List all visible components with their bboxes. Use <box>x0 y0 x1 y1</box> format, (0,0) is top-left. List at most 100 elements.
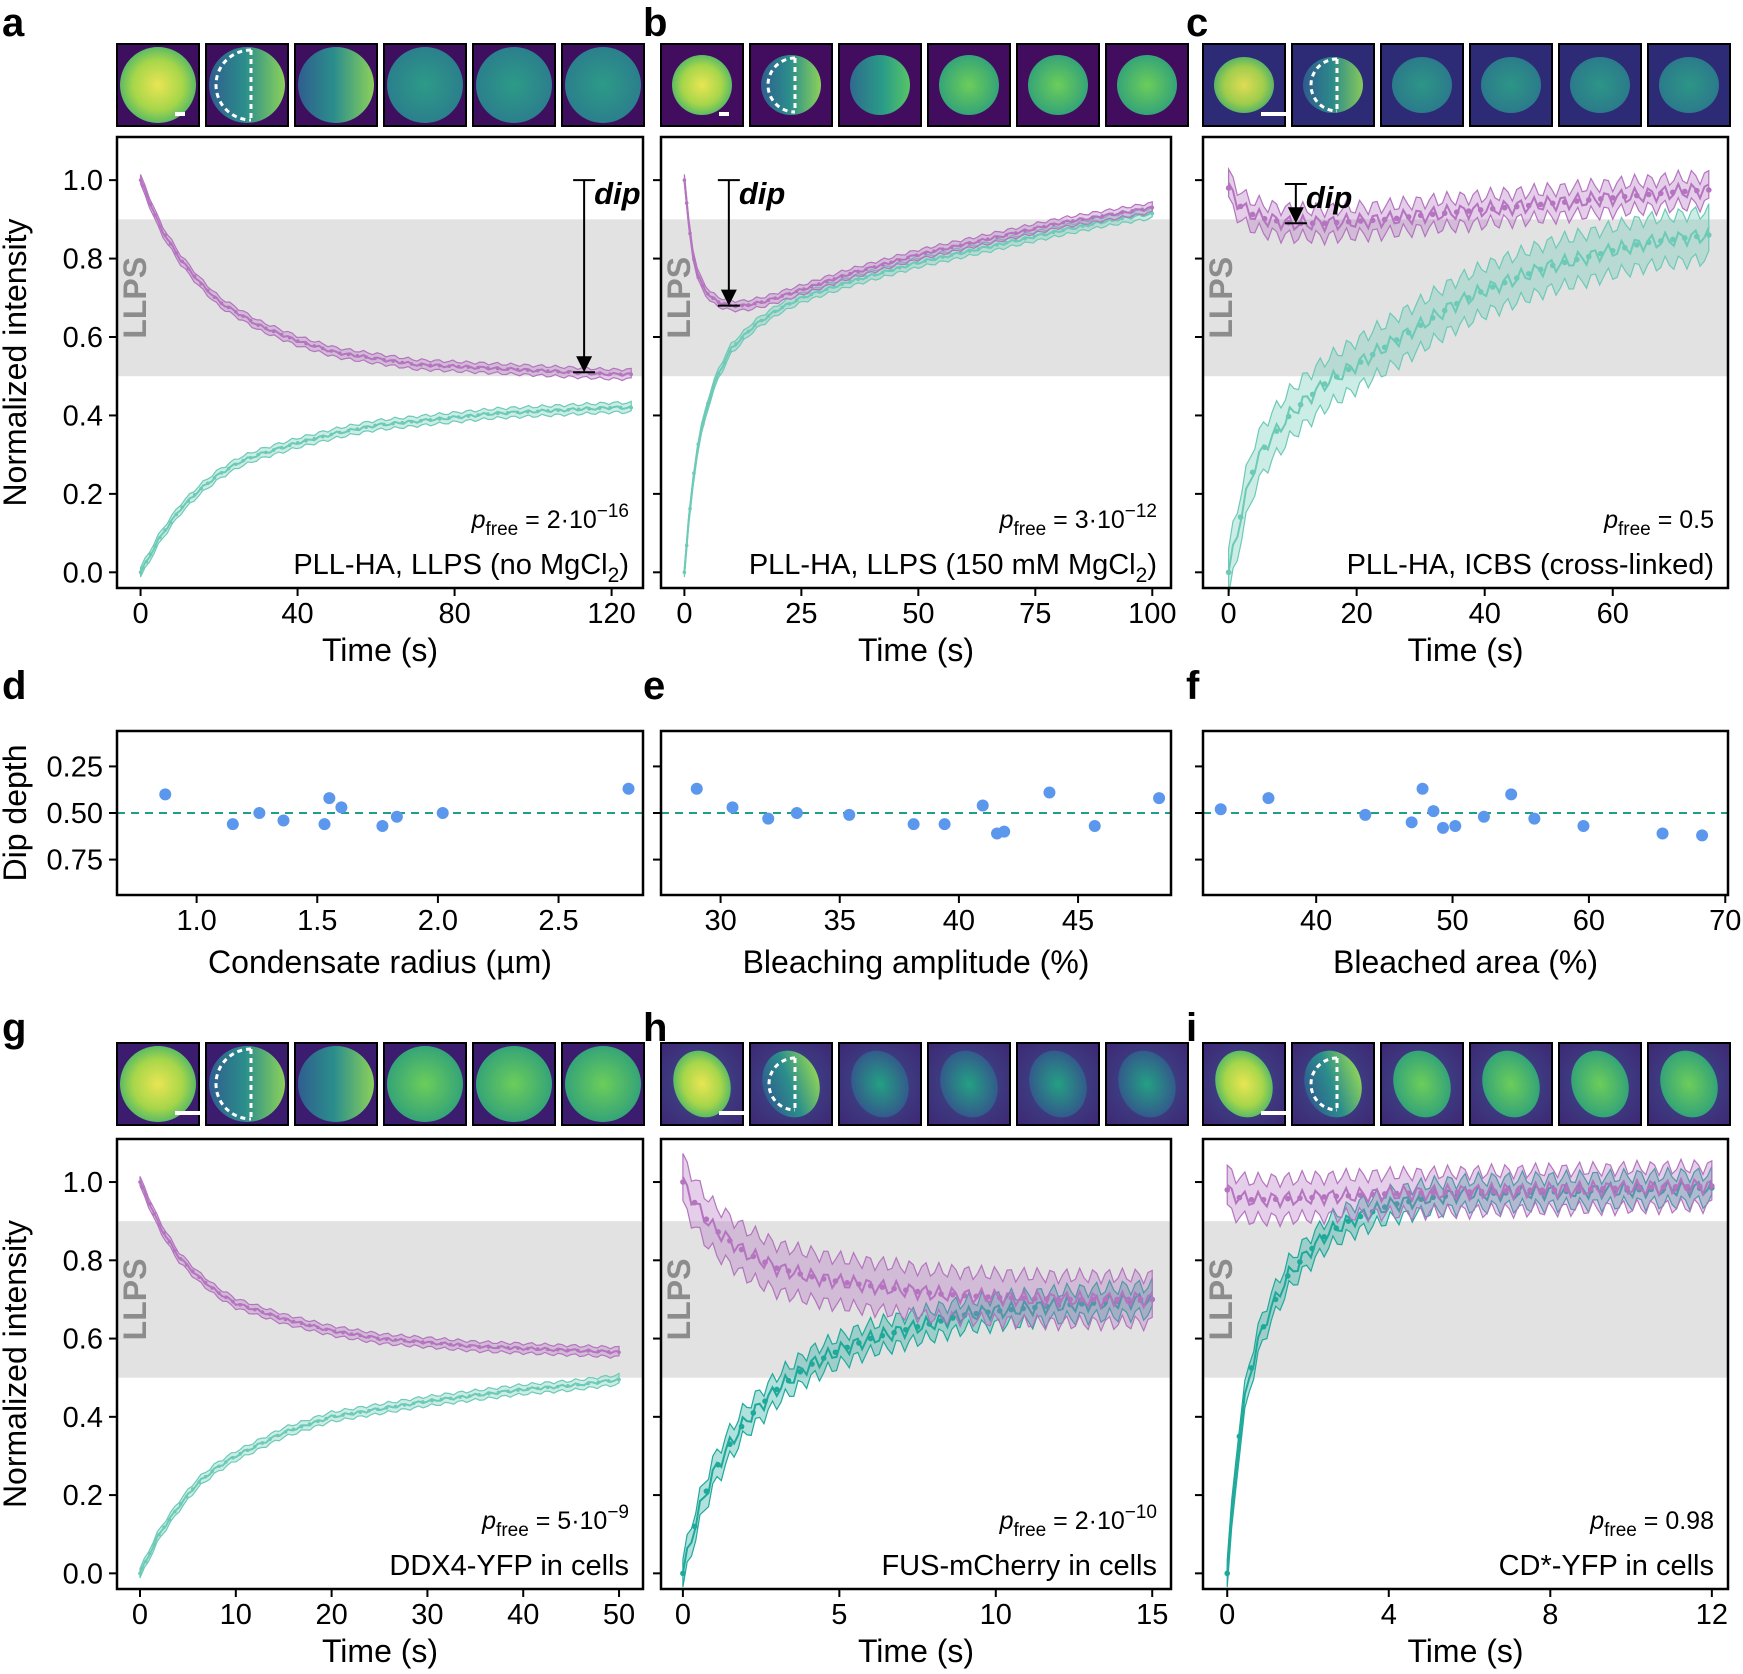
data-point <box>750 1410 757 1416</box>
scatter-point <box>1505 788 1518 801</box>
image-strip-b <box>660 43 1189 127</box>
data-point <box>1551 1186 1558 1193</box>
x-tick-label: 0 <box>675 1599 691 1631</box>
data-point <box>967 241 972 245</box>
data-point <box>349 1332 354 1336</box>
x-tick-label: 0 <box>1219 1599 1235 1631</box>
strip-frame <box>927 1042 1011 1126</box>
series-unbleached-half <box>138 1176 621 1359</box>
data-point <box>373 356 377 361</box>
data-point <box>373 423 377 428</box>
data-point <box>400 420 405 425</box>
data-point <box>576 1382 580 1387</box>
data-point <box>556 369 560 374</box>
data-point <box>1333 219 1340 226</box>
strip-frame <box>383 43 467 127</box>
strip-frame <box>116 43 200 127</box>
scale-bar <box>175 1111 201 1115</box>
data-point <box>556 408 560 413</box>
data-point <box>1051 230 1056 235</box>
data-point <box>766 298 771 303</box>
data-point <box>996 1294 1003 1301</box>
image-strip-i <box>1202 1042 1731 1126</box>
data-point <box>1693 233 1700 240</box>
plot-frame <box>115 729 645 897</box>
data-point <box>1149 1296 1156 1303</box>
scatter-point <box>1656 827 1669 840</box>
data-point <box>224 1295 228 1300</box>
data-point <box>140 1566 145 1571</box>
data-point <box>1032 1304 1038 1311</box>
cell-condensate <box>1118 1050 1176 1118</box>
p-value-text: pfree = 2·10−10 <box>999 1502 1157 1541</box>
chart-panel-e: 30 35 40 45 Bleaching amplitude (%) <box>653 729 1173 980</box>
data-point <box>995 235 999 239</box>
scatter-point <box>1528 812 1541 825</box>
data-point <box>1621 244 1628 251</box>
data-point <box>364 355 368 359</box>
plot-frame <box>115 1137 645 1591</box>
data-point <box>856 1281 862 1288</box>
strip-frame <box>1016 43 1100 127</box>
scatter-point <box>1427 805 1440 818</box>
y-tick-label: 0.4 <box>63 1402 103 1434</box>
data-point <box>555 1384 560 1389</box>
data-point <box>1696 1183 1703 1190</box>
data-point <box>1501 279 1508 286</box>
data-point <box>797 1271 804 1277</box>
data-point <box>1357 1192 1364 1198</box>
data-point <box>190 1487 195 1491</box>
condensate-droplet <box>476 1046 552 1122</box>
data-point <box>437 363 442 368</box>
data-point <box>190 1269 195 1273</box>
data-point <box>144 192 149 197</box>
data-point <box>219 471 224 475</box>
data-point <box>402 1403 407 1407</box>
data-point <box>1272 1296 1279 1303</box>
y-tick-label: 0.8 <box>63 1245 103 1277</box>
data-point <box>486 412 490 416</box>
condition-label: PLL-HA, LLPS (150 mM MgCl2) <box>749 549 1157 587</box>
y-tick-label: 0.0 <box>63 557 103 589</box>
data-point <box>138 1180 142 1184</box>
data-point <box>1490 1188 1497 1195</box>
data-point <box>1090 1296 1097 1303</box>
data-point <box>986 245 990 249</box>
data-point <box>197 1275 201 1280</box>
data-point <box>606 1379 611 1383</box>
data-point <box>226 305 231 310</box>
strip-frame <box>561 43 645 127</box>
data-point <box>1393 215 1400 222</box>
data-point <box>152 1542 156 1547</box>
data-point <box>897 258 902 262</box>
data-point <box>914 1288 921 1295</box>
data-point <box>1321 1194 1327 1200</box>
data-point <box>1575 1186 1582 1192</box>
scatter-point <box>1696 829 1709 842</box>
data-point <box>148 202 153 206</box>
dip-label: dip <box>1306 180 1353 215</box>
p-value: pfree = 3·10−12 <box>999 501 1157 540</box>
data-point <box>1405 214 1412 220</box>
data-point <box>486 366 490 370</box>
p-value-text: pfree = 5·10−9 <box>481 1502 629 1541</box>
data-point <box>914 1324 921 1330</box>
series-unbleached-half <box>1224 1157 1715 1228</box>
scatter-point <box>253 807 266 819</box>
data-point <box>439 1397 444 1402</box>
cell-condensate <box>1029 1050 1087 1118</box>
data-point <box>1585 253 1592 260</box>
x-tick-label: 2.0 <box>418 905 458 937</box>
data-point <box>608 372 612 376</box>
strip-frame <box>1291 1042 1375 1126</box>
data-point <box>375 1407 380 1412</box>
data-point <box>856 269 860 274</box>
x-axis-label: Bleached area (%) <box>1333 944 1598 980</box>
series-error-band <box>683 174 1153 313</box>
y-axis-label: Normalized intensity <box>0 218 33 506</box>
y-tick-label: 0.25 <box>47 751 103 783</box>
data-point <box>986 237 990 241</box>
data-point <box>393 1404 398 1409</box>
data-point <box>1587 1186 1594 1192</box>
data-point <box>178 1256 183 1261</box>
